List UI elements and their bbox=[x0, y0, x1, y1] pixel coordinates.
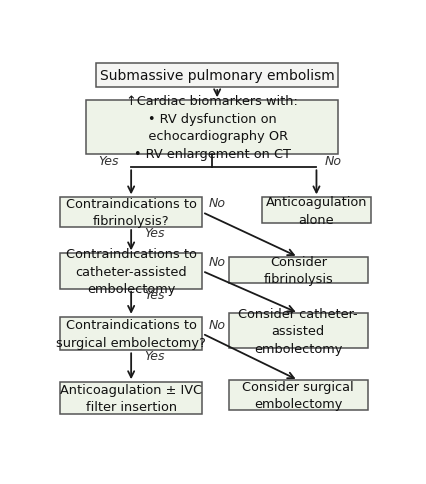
FancyBboxPatch shape bbox=[60, 317, 202, 350]
Text: Submassive pulmonary embolism: Submassive pulmonary embolism bbox=[100, 69, 334, 83]
Text: Yes: Yes bbox=[144, 227, 164, 240]
FancyBboxPatch shape bbox=[261, 198, 370, 224]
Text: Yes: Yes bbox=[98, 155, 118, 168]
Text: No: No bbox=[208, 197, 225, 210]
Text: Contraindications to
fibrinolysis?: Contraindications to fibrinolysis? bbox=[66, 197, 196, 228]
Text: Consider
fibrinolysis: Consider fibrinolysis bbox=[263, 255, 332, 286]
FancyBboxPatch shape bbox=[228, 380, 367, 410]
Text: Contraindications to
surgical embolectomy?: Contraindications to surgical embolectom… bbox=[56, 318, 206, 349]
FancyBboxPatch shape bbox=[96, 64, 337, 88]
FancyBboxPatch shape bbox=[86, 101, 337, 155]
Text: Contraindications to
catheter-assisted
embolectomy: Contraindications to catheter-assisted e… bbox=[66, 247, 196, 295]
Text: Anticoagulation ± IVC
filter insertion: Anticoagulation ± IVC filter insertion bbox=[60, 383, 201, 413]
Text: No: No bbox=[324, 155, 341, 168]
Text: Consider catheter-
assisted
embolectomy: Consider catheter- assisted embolectomy bbox=[238, 307, 357, 355]
Text: Yes: Yes bbox=[144, 288, 164, 301]
FancyBboxPatch shape bbox=[60, 382, 202, 414]
Text: Anticoagulation
alone: Anticoagulation alone bbox=[265, 196, 366, 226]
Text: ↑Cardiac biomarkers with:
• RV dysfunction on
   echocardiography OR
• RV enlarg: ↑Cardiac biomarkers with: • RV dysfuncti… bbox=[126, 95, 297, 161]
Text: Consider surgical
embolectomy: Consider surgical embolectomy bbox=[242, 380, 353, 410]
FancyBboxPatch shape bbox=[60, 254, 202, 289]
FancyBboxPatch shape bbox=[228, 257, 367, 284]
Text: No: No bbox=[208, 256, 225, 269]
FancyBboxPatch shape bbox=[228, 313, 367, 349]
FancyBboxPatch shape bbox=[60, 198, 202, 227]
Text: No: No bbox=[208, 318, 225, 331]
Text: Yes: Yes bbox=[144, 350, 164, 363]
